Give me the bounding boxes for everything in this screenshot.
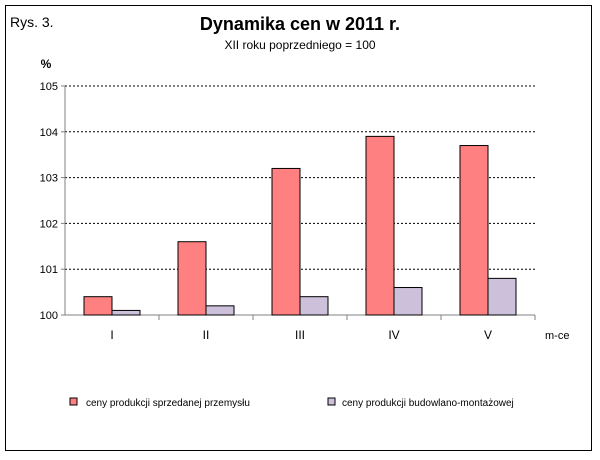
x-tick-label: IV [388, 328, 399, 342]
legend-label-industry: ceny produkcji sprzedanej przemysłu [86, 398, 250, 409]
bar-construction [299, 296, 329, 316]
legend-label-construction: ceny produkcji budowlano-montażowej [342, 398, 514, 409]
y-tick-label: 102 [40, 218, 58, 230]
y-tick-label: 105 [40, 81, 58, 93]
y-tick-label: 100 [40, 310, 58, 322]
bar-industry [177, 241, 207, 316]
bar-construction [205, 305, 235, 316]
y-tick-label: 103 [40, 173, 58, 185]
legend-swatch-industry [69, 397, 78, 406]
bar-construction [487, 277, 517, 316]
y-tick-label: 101 [40, 264, 58, 276]
bar-industry [271, 167, 301, 316]
bar-construction [393, 287, 423, 316]
chart-subtitle: XII roku poprzedniego = 100 [224, 38, 376, 52]
x-axis-label: m-ce [545, 330, 569, 342]
x-tick-label: III [295, 328, 305, 342]
chart-title: Dynamika cen w 2011 r. [199, 14, 401, 34]
x-tick-label: I [110, 328, 113, 342]
legend-swatch-construction [327, 397, 336, 406]
x-tick-label: V [484, 328, 492, 342]
bar-industry [365, 135, 395, 316]
x-tick-label: II [203, 328, 210, 342]
y-tick-label: 104 [40, 127, 58, 139]
y-axis-label: % [41, 57, 52, 71]
bar-industry [459, 145, 489, 316]
figure-label: Rys. 3. [10, 14, 54, 30]
bar-construction [111, 309, 141, 316]
bar-industry [83, 296, 113, 316]
